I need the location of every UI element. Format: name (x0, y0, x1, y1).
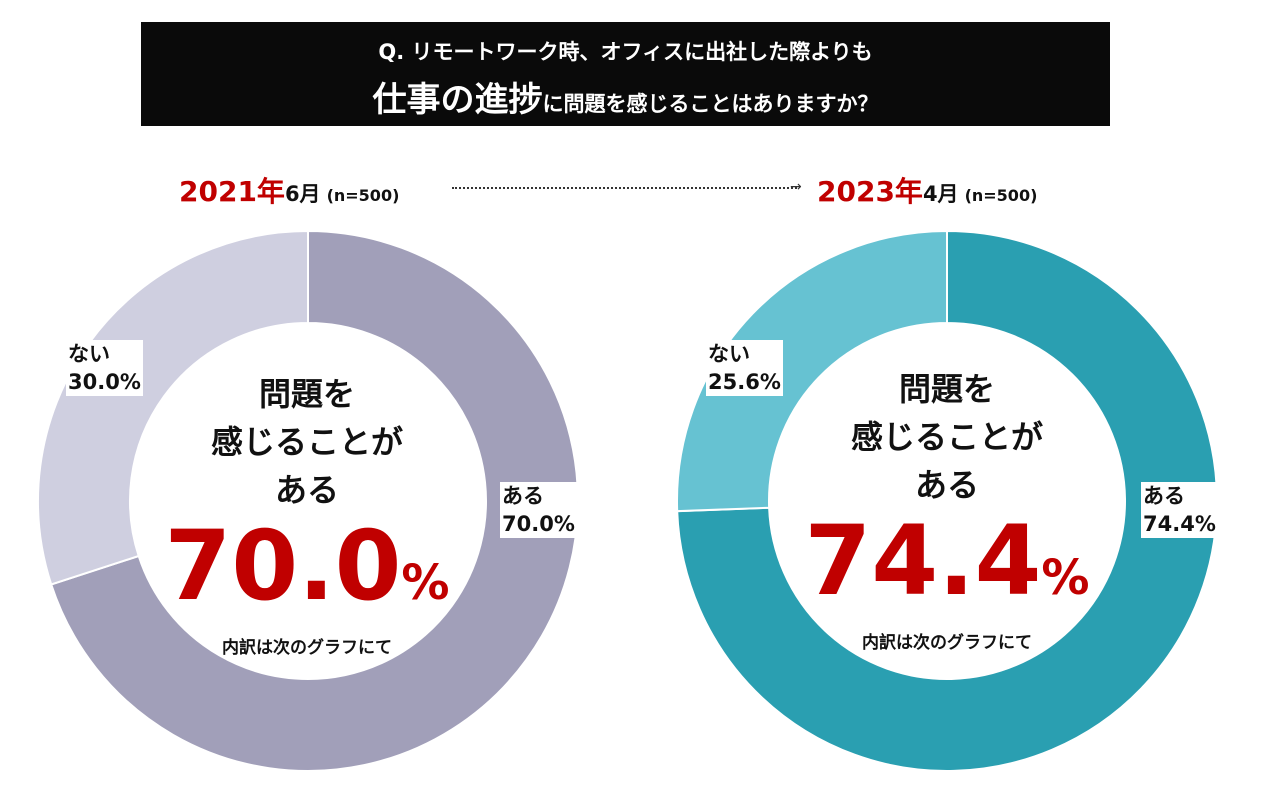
donut-2023 (676, 229, 1218, 772)
question-line-1: Q. リモートワーク時、オフィスに出社した際よりも (378, 40, 873, 64)
slice-label-aru-2023: ある 74.4% (1141, 482, 1218, 538)
donut-slice-aru (676, 229, 1218, 772)
question-banner: Q. リモートワーク時、オフィスに出社した際よりも 仕事の進捗に問題を感じること… (141, 22, 1110, 126)
percent-sign: % (1041, 550, 1090, 606)
period-month: 4月 (922, 182, 959, 206)
donut-slice-nai (37, 229, 309, 586)
question-line-2: 仕事の進捗に問題を感じることはありますか？ (141, 72, 1110, 121)
donut-slice-aru (49, 229, 579, 772)
center-percentage: 74.4% (777, 513, 1117, 626)
slice-value: 25.6% (708, 370, 781, 394)
donut-slice-nai (676, 229, 948, 513)
period-label-2021: 2021年6月 (n=500) (179, 170, 399, 210)
center-line: ある (274, 471, 339, 509)
center-note: 内訳は次のグラフにて (222, 638, 392, 658)
center-value: 70.0 (164, 510, 402, 622)
slice-value: 30.0% (68, 370, 141, 394)
donut-center-2021: 問題を 感じることが ある 70.0% 内訳は次のグラフにて (137, 370, 477, 658)
slice-value: 74.4% (1143, 512, 1216, 536)
period-year: 2023年 (817, 175, 923, 208)
center-note: 内訳は次のグラフにて (862, 633, 1032, 653)
center-line: 問題を (898, 370, 995, 408)
slice-value: 70.0% (502, 512, 575, 536)
slice-name: ある (502, 484, 544, 508)
dotted-arrow-line (452, 187, 797, 189)
slice-label-nai-2023: ない 25.6% (706, 340, 783, 396)
center-percentage: 70.0% (137, 518, 477, 631)
period-year: 2021年 (179, 175, 285, 208)
slice-label-aru-2021: ある 70.0% (500, 482, 577, 538)
center-line: 感じることが (850, 418, 1043, 456)
sample-size: (n=500) (964, 186, 1038, 205)
period-month: 6月 (284, 182, 321, 206)
percent-sign: % (401, 555, 450, 611)
slice-name: ある (1143, 484, 1185, 508)
slice-label-nai-2021: ない 30.0% (66, 340, 143, 396)
center-line: ある (914, 466, 979, 504)
sample-size: (n=500) (326, 186, 400, 205)
slice-name: ない (708, 342, 750, 366)
question-rest: に問題を感じることはありますか？ (542, 92, 879, 116)
donut-center-2023: 問題を 感じることが ある 74.4% 内訳は次のグラフにて (777, 365, 1117, 653)
center-value: 74.4 (804, 505, 1042, 617)
question-emphasis: 仕事の進捗 (372, 80, 543, 120)
center-line: 問題を (258, 375, 355, 413)
period-label-2023: 2023年4月 (n=500) (817, 170, 1037, 210)
arrow-head-icon: → (790, 179, 802, 195)
donut-2021 (37, 229, 579, 772)
slice-name: ない (68, 342, 110, 366)
center-line: 感じることが (210, 423, 403, 461)
